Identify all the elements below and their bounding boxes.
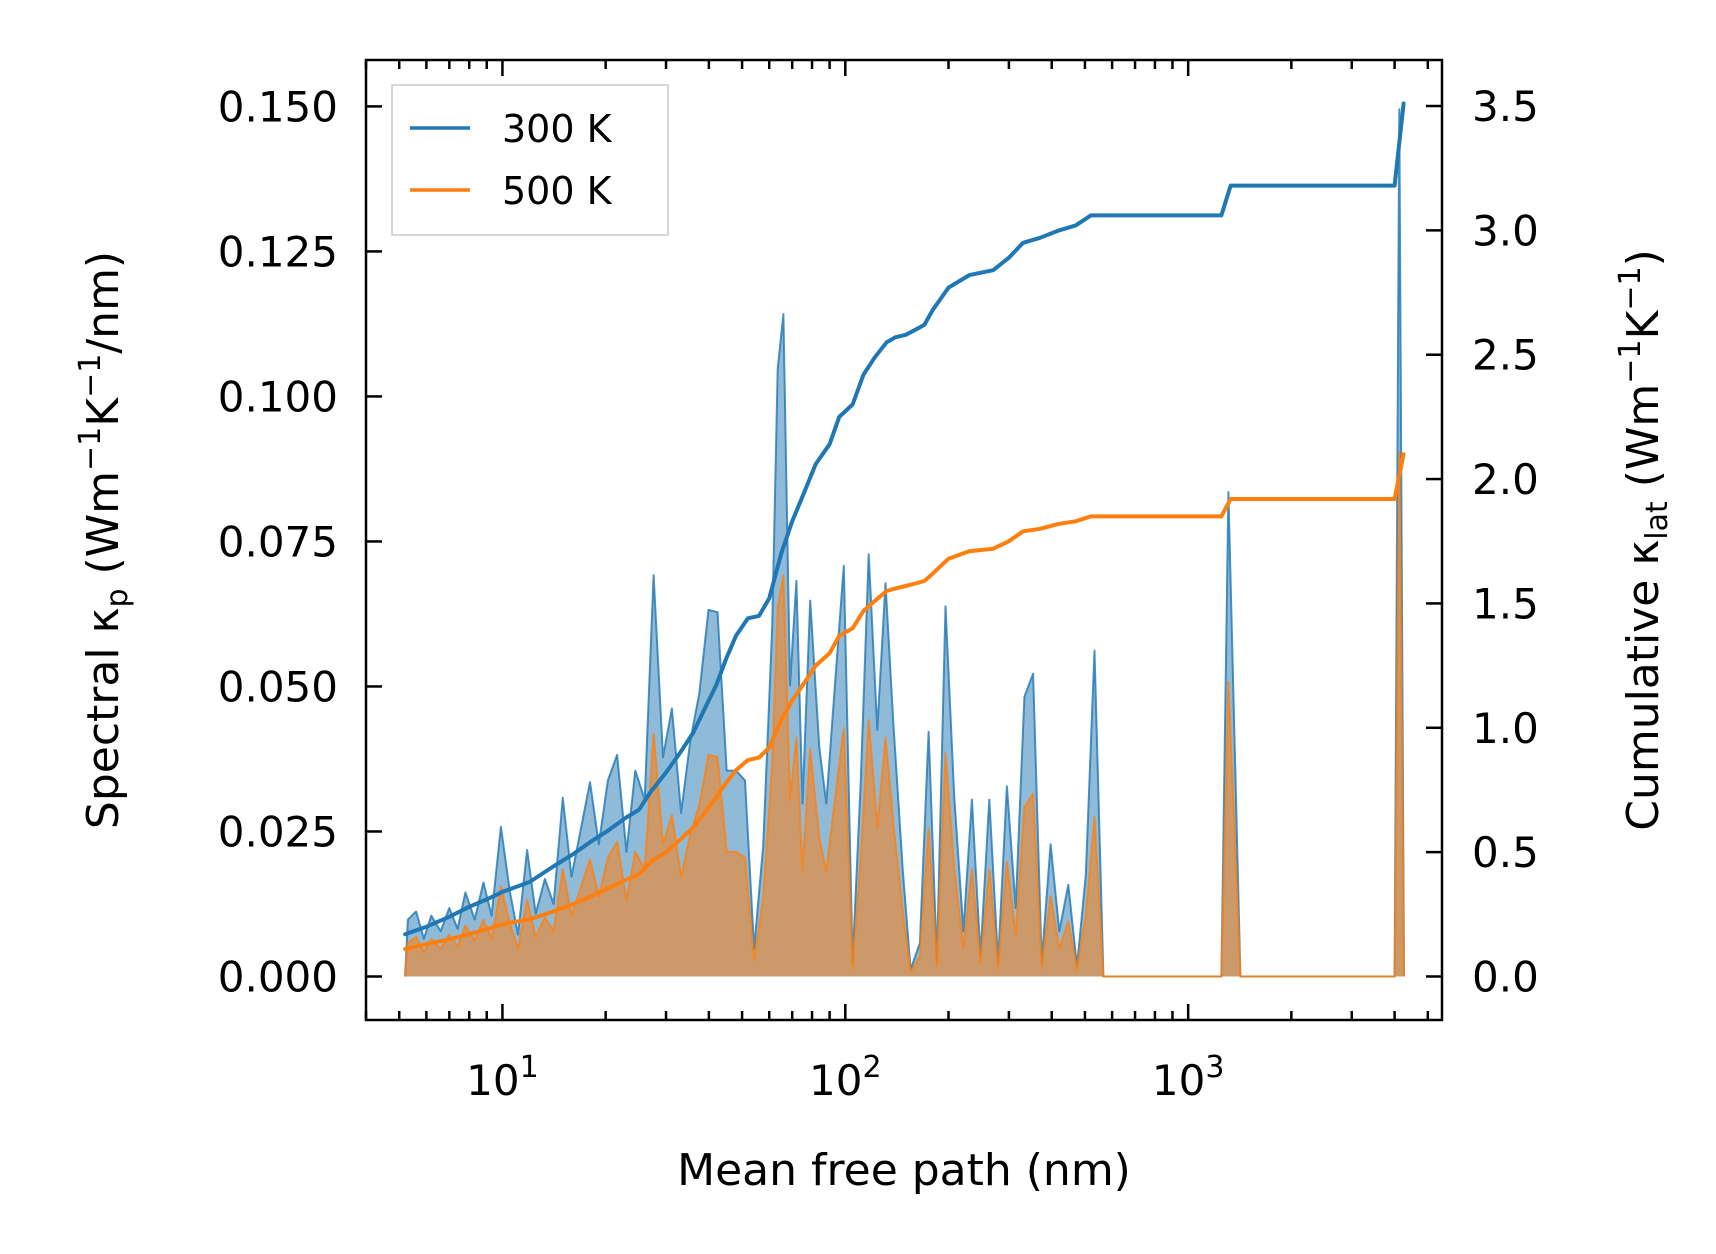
- spectral-edge-300k: [404, 108, 1405, 978]
- y-right-tick-label: 1.5: [1472, 579, 1539, 628]
- spectral-edge-500k: [404, 450, 1405, 978]
- y-right-tick-label: 2.5: [1472, 331, 1539, 380]
- y-left-tick-label: 0.100: [218, 372, 338, 421]
- spectral-fill-500k: [405, 451, 1405, 977]
- cumulative-lines: [403, 101, 1406, 952]
- plot-frame: [364, 58, 1444, 1022]
- y-left-tick-label: 0.125: [218, 227, 338, 276]
- tick-labels: 101 102 103 0.000 0.025 0.050 0.075 0.100 0.125 0…: [218, 82, 1539, 1105]
- y-right-tick-label: 1.0: [1472, 704, 1539, 753]
- axis-ticks: [364, 60, 1442, 1020]
- y-left-tick-label: 0.075: [218, 517, 338, 566]
- y-right-tick-label: 0.5: [1472, 828, 1539, 877]
- cumulative-line-300k: [403, 101, 1406, 937]
- y-right-tick-label: 3.0: [1472, 206, 1539, 255]
- y-right-tick-label: 2.0: [1472, 455, 1539, 504]
- y-right-tick-label: 0.0: [1472, 952, 1539, 1001]
- legend-label-500k: 500 K: [502, 169, 613, 213]
- spectral-fills: [404, 108, 1405, 978]
- legend: 300 K 500 K: [391, 84, 669, 236]
- cumulative-line-500k: [403, 452, 1406, 952]
- y-right-axis-label: Cumulative κlat (Wm−1K−1): [1613, 249, 1675, 831]
- legend-label-300k: 300 K: [502, 107, 613, 151]
- x-tick-label: 101: [466, 1050, 539, 1105]
- legend-box: [391, 84, 669, 236]
- y-right-tick-label: 3.5: [1472, 82, 1539, 131]
- y-left-tick-label: 0.025: [218, 807, 338, 856]
- y-left-tick-label: 0.050: [218, 662, 338, 711]
- x-axis-label: Mean free path (nm): [677, 1145, 1131, 1196]
- y-left-axis-label: Spectral κp (Wm−1K−1/nm): [73, 251, 135, 829]
- y-left-tick-label: 0.150: [218, 82, 338, 131]
- x-tick-label: 102: [809, 1050, 882, 1105]
- x-tick-label: 103: [1152, 1050, 1225, 1105]
- y-left-tick-label: 0.000: [218, 952, 338, 1001]
